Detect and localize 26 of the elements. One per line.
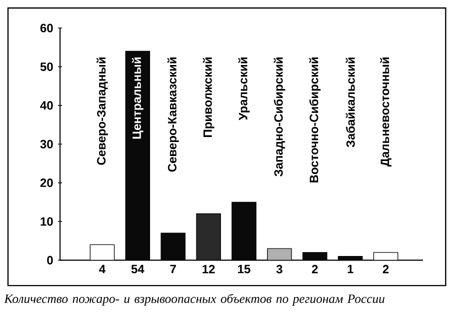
x-tick-label: Центральный: [132, 58, 144, 139]
x-tick-label: Приволжский: [202, 58, 214, 138]
data-label: 12: [202, 265, 215, 274]
y-tick-label: 40: [40, 101, 53, 110]
data-label: 7: [170, 265, 176, 274]
x-tick-label: Уральский: [238, 58, 250, 120]
y-tick-label: 50: [40, 62, 53, 72]
x-tick-label: Северо-Кавказский: [167, 58, 179, 172]
y-tick-label: 30: [40, 140, 53, 149]
x-tick-label: Северо-Западный: [96, 58, 108, 165]
y-tick-label: 20: [40, 178, 53, 188]
data-label: 2: [382, 265, 389, 274]
y-tick-label: 60: [40, 24, 53, 32]
text: Количество пожаро- и взрывоопасных объектов по регионам России: [4, 294, 384, 306]
data-label: 15: [238, 265, 250, 274]
data-label: 4: [99, 265, 106, 274]
data-label: 1: [348, 265, 354, 274]
x-tick-label: Западно-Сибирский: [274, 58, 286, 177]
data-label: 2: [312, 265, 318, 274]
x-tick-label: Забайкальский: [346, 58, 355, 148]
y-tick-label: 0: [47, 256, 53, 265]
data-label: 54: [131, 265, 144, 274]
data-label: 3: [276, 265, 282, 274]
x-tick-label: Восточно-Сибирский: [309, 58, 321, 183]
x-tick-label: Дальневосточный: [380, 58, 392, 167]
y-tick-label: 10: [40, 217, 53, 226]
